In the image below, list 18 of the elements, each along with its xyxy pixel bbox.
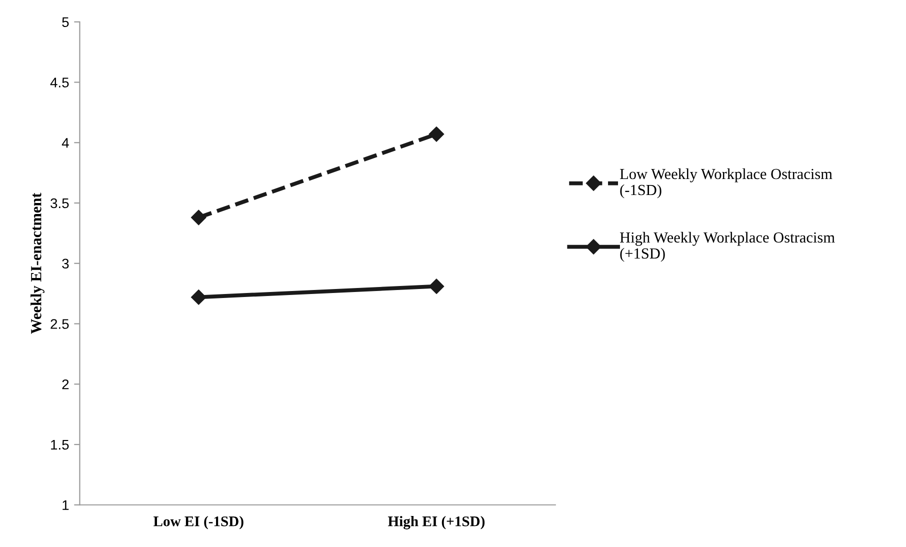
y-tick-label: 4	[62, 138, 69, 148]
y-tick-label: 3.5	[50, 198, 69, 208]
x-tick-label: Low EI (-1SD)	[154, 516, 244, 530]
y-tick-label: 5	[62, 17, 69, 28]
y-tick-label: 3	[62, 258, 69, 269]
point	[191, 290, 206, 305]
x-tick-label: High EI (+1SD)	[388, 516, 485, 530]
y-tick-label: 1	[62, 500, 69, 510]
y-tick-label: 4.5	[50, 78, 69, 88]
legend-label: High Weekly Workplace Ostracism (+1SD)	[620, 232, 835, 262]
y-tick-label: 2	[62, 379, 69, 390]
y-axis-title: Weekly EI-enactment	[30, 192, 44, 334]
legend-label: Low Weekly Workplace Ostracism (-1SD)	[620, 168, 832, 198]
point	[428, 126, 444, 142]
y-tick-label: 1.5	[51, 440, 69, 450]
point	[191, 210, 206, 226]
point	[428, 278, 444, 294]
y-tick-label: 2.5	[50, 319, 69, 329]
